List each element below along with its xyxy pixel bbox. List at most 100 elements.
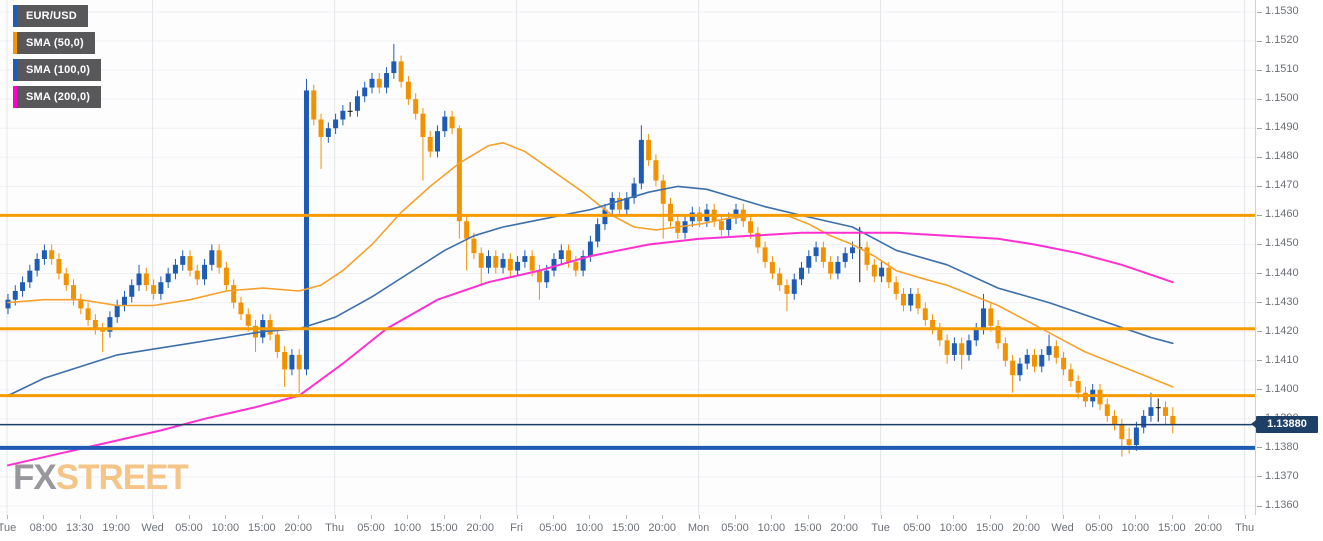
price-axis-label: 1.1500 xyxy=(1265,92,1299,105)
time-axis[interactable]: Tue 08:00 13:30 19:00 Wed 05:00 10:00 15:00 20:0… xyxy=(0,515,1255,541)
legend-item-sma50[interactable]: SMA (50,0) xyxy=(13,32,95,54)
legend-item-label: EUR/USD xyxy=(17,5,88,27)
instrument-color-strip xyxy=(13,5,17,27)
price-axis-label: 1.1480 xyxy=(1265,150,1299,163)
legend-item-sma100[interactable]: SMA (100,0) xyxy=(13,59,102,81)
time-axis-label: 15:00 xyxy=(248,522,276,534)
time-axis-label: 10:00 xyxy=(939,522,968,534)
price-axis-label: 1.1520 xyxy=(1265,34,1299,47)
price-axis-label: 1.1530 xyxy=(1265,5,1299,17)
time-axis-label: 05:00 xyxy=(1085,522,1113,534)
time-axis-tick xyxy=(1208,515,1210,519)
time-axis-tick xyxy=(298,515,300,519)
time-axis-label: 13:30 xyxy=(66,522,94,534)
time-axis-label: 05:00 xyxy=(903,522,931,534)
time-axis-tick xyxy=(79,515,81,519)
time-axis-label: 05:00 xyxy=(539,522,567,534)
price-axis-tick xyxy=(1257,389,1262,391)
price-axis-label: 1.1420 xyxy=(1265,324,1299,337)
price-axis-tick xyxy=(1257,447,1262,449)
price-axis-label: 1.1430 xyxy=(1265,295,1299,308)
time-axis-tick xyxy=(334,515,336,519)
time-axis-label: Thu xyxy=(325,522,345,534)
price-axis[interactable]: 1.1530 1.1520 1.1510 1.1500 1.1490 1.1480 1.14… xyxy=(1255,0,1323,515)
time-axis-tick xyxy=(1026,515,1028,519)
price-axis-tick xyxy=(1257,40,1262,42)
time-axis-label: 08:00 xyxy=(29,522,58,534)
legend-item-label: SMA (50,0) xyxy=(17,32,95,54)
time-axis-label: 10:00 xyxy=(757,522,786,534)
price-axis-label: 1.1380 xyxy=(1265,440,1299,453)
price-axis-label: 1.1360 xyxy=(1265,499,1299,511)
price-axis-label: 1.1460 xyxy=(1265,208,1299,221)
time-axis-tick xyxy=(1244,515,1246,519)
price-axis-tick xyxy=(1257,302,1262,304)
legend-item-label: SMA (200,0) xyxy=(17,86,102,108)
time-axis-tick xyxy=(116,515,118,519)
chart-plot-area[interactable] xyxy=(0,0,1255,515)
time-axis-label: 05:00 xyxy=(721,522,749,534)
candlestick-chart-canvas[interactable] xyxy=(0,0,1255,515)
price-axis-label: 1.1400 xyxy=(1265,382,1299,395)
time-axis-label: 19:00 xyxy=(102,522,130,534)
legend-item-label: SMA (100,0) xyxy=(17,59,102,81)
time-axis-label: 10:00 xyxy=(1121,522,1150,534)
time-axis-tick xyxy=(189,515,190,519)
sma200-color-strip xyxy=(13,86,17,108)
time-axis-label: 20:00 xyxy=(830,522,858,534)
time-axis-label: 20:00 xyxy=(648,522,676,534)
time-axis-tick xyxy=(589,515,591,519)
sma100-color-strip xyxy=(13,59,17,81)
time-axis-tick xyxy=(625,515,627,519)
price-axis-label: 1.1490 xyxy=(1265,121,1299,134)
time-axis-tick xyxy=(371,515,372,519)
price-axis-tick xyxy=(1257,273,1262,275)
time-axis-tick xyxy=(261,515,263,519)
price-axis-tick xyxy=(1257,476,1262,478)
fxstreet-watermark: FXSTREET xyxy=(13,458,189,498)
time-axis-tick xyxy=(7,515,8,519)
time-axis-tick xyxy=(844,515,846,519)
price-axis-tick xyxy=(1257,331,1262,333)
price-axis-tick xyxy=(1257,98,1262,100)
time-axis-tick xyxy=(917,515,918,519)
time-axis-tick xyxy=(698,515,700,519)
time-axis-tick xyxy=(807,515,809,519)
time-axis-label: 20:00 xyxy=(466,522,494,534)
price-axis-tick xyxy=(1257,156,1262,158)
time-axis-label: Wed xyxy=(1051,522,1074,534)
time-axis-tick xyxy=(1171,515,1173,519)
time-axis-tick xyxy=(1062,515,1064,519)
time-axis-label: Tue xyxy=(0,522,17,534)
time-axis-label: 05:00 xyxy=(175,522,203,534)
time-axis-tick xyxy=(43,515,45,519)
time-axis-tick xyxy=(880,515,882,519)
price-axis-label: 1.1450 xyxy=(1265,237,1299,250)
time-axis-tick xyxy=(771,515,773,519)
watermark-fx: FX xyxy=(13,458,57,497)
time-axis-label: 15:00 xyxy=(1158,522,1186,534)
price-axis-label: 1.1510 xyxy=(1265,63,1299,76)
time-axis-label: 15:00 xyxy=(612,522,640,534)
time-axis-label: 10:00 xyxy=(575,522,604,534)
legend-item-instrument[interactable]: EUR/USD xyxy=(13,5,88,27)
legend-item-sma200[interactable]: SMA (200,0) xyxy=(13,86,102,108)
time-axis-tick xyxy=(407,515,409,519)
price-axis-tick xyxy=(1257,127,1262,129)
time-axis-tick xyxy=(443,515,445,519)
time-axis-tick xyxy=(516,515,518,519)
time-axis-tick xyxy=(225,515,227,519)
time-axis-tick xyxy=(953,515,955,519)
price-axis-tick xyxy=(1257,214,1262,216)
time-axis-tick xyxy=(1135,515,1137,519)
time-axis-label: Fri xyxy=(510,522,524,534)
sma50-color-strip xyxy=(13,32,17,54)
price-axis-tick xyxy=(1257,185,1262,187)
price-axis-tick xyxy=(1257,360,1262,362)
time-axis-label: 20:00 xyxy=(284,522,312,534)
time-axis-label: 05:00 xyxy=(357,522,385,534)
time-axis-label: Wed xyxy=(141,522,164,534)
price-axis-label: 1.1470 xyxy=(1265,179,1299,192)
time-axis-label: 15:00 xyxy=(976,522,1004,534)
time-axis-tick xyxy=(735,515,736,519)
